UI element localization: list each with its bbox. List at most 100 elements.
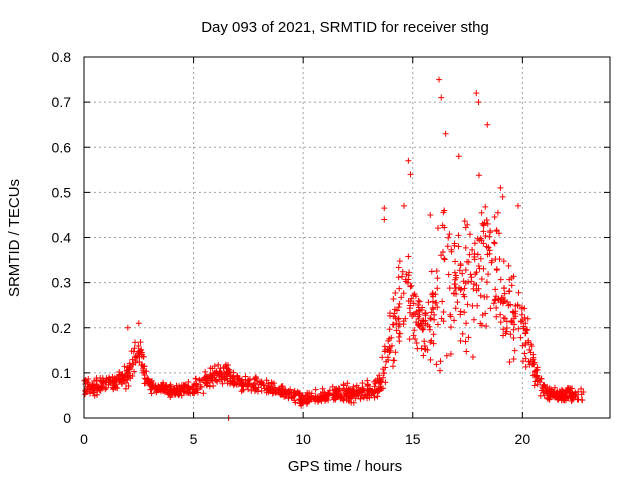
- data-point: [246, 380, 253, 387]
- data-point: [213, 368, 220, 375]
- data-point: [430, 306, 437, 313]
- data-point: [410, 300, 417, 307]
- data-point: [386, 312, 393, 319]
- data-point: [424, 346, 431, 353]
- data-point: [235, 381, 242, 388]
- data-point: [559, 387, 566, 394]
- data-point: [564, 395, 571, 402]
- data-point: [485, 271, 492, 278]
- data-point: [84, 381, 91, 388]
- data-point: [522, 341, 529, 348]
- data-point: [474, 302, 481, 309]
- data-point: [500, 326, 507, 333]
- data-point: [325, 390, 332, 397]
- data-point: [491, 297, 498, 304]
- data-point: [353, 382, 360, 389]
- data-point: [487, 305, 494, 312]
- data-point: [430, 293, 437, 300]
- data-point: [386, 344, 393, 351]
- data-point: [87, 390, 94, 397]
- data-point: [545, 388, 552, 394]
- data-point: [95, 385, 102, 392]
- data-point: [90, 389, 97, 396]
- data-point: [118, 379, 125, 386]
- data-point: [519, 358, 526, 365]
- data-point: [392, 349, 399, 356]
- data-point: [186, 385, 193, 392]
- data-point: [456, 267, 463, 274]
- data-point: [395, 264, 402, 271]
- data-point: [446, 231, 453, 238]
- data-point: [452, 258, 459, 265]
- data-point: [494, 209, 501, 216]
- data-point: [445, 234, 452, 241]
- data-point: [162, 383, 169, 390]
- data-point: [447, 313, 454, 320]
- data-point: [375, 388, 382, 395]
- data-point: [470, 316, 477, 323]
- data-point: [421, 346, 428, 353]
- data-point: [428, 309, 435, 316]
- data-point: [427, 211, 434, 218]
- data-point: [154, 386, 161, 393]
- data-point: [451, 242, 458, 249]
- data-point: [426, 326, 433, 333]
- data-point: [508, 275, 515, 282]
- data-point: [530, 351, 537, 358]
- data-point: [374, 393, 381, 400]
- data-point: [533, 367, 540, 374]
- data-point: [390, 363, 397, 370]
- data-point: [463, 320, 470, 327]
- data-point: [395, 333, 402, 340]
- data-point: [580, 388, 587, 395]
- data-point: [164, 389, 171, 396]
- data-point: [130, 348, 137, 355]
- data-point: [277, 391, 284, 398]
- data-point: [230, 369, 237, 376]
- data-point: [399, 268, 406, 275]
- data-point: [124, 367, 131, 374]
- data-point: [396, 258, 403, 265]
- data-point: [405, 253, 412, 260]
- data-point: [396, 300, 403, 307]
- data-point: [470, 285, 477, 292]
- data-point: [483, 323, 490, 330]
- data-point: [396, 321, 403, 328]
- data-point: [511, 310, 518, 317]
- data-point: [396, 285, 403, 292]
- x-tick-label: 5: [190, 431, 198, 447]
- data-point: [475, 172, 482, 179]
- axis-ticks: 0 5 10 15 20 0 0.1 0.2 0.3 0.4 0.5 0.6 0.7 0.8: [52, 49, 610, 447]
- data-point: [459, 270, 466, 277]
- y-tick-label: 0.7: [52, 94, 72, 110]
- data-point: [386, 326, 393, 333]
- data-point: [462, 266, 469, 273]
- data-point: [505, 288, 512, 295]
- data-point: [480, 265, 487, 272]
- data-point: [138, 353, 145, 360]
- data-point: [481, 220, 488, 227]
- data-point: [440, 318, 447, 325]
- data-point: [402, 315, 409, 322]
- data-point: [428, 268, 435, 275]
- data-point: [469, 246, 476, 253]
- data-point: [491, 240, 498, 247]
- data-point: [227, 375, 234, 382]
- data-point: [340, 382, 347, 389]
- data-points: [81, 76, 587, 421]
- data-point: [90, 377, 97, 384]
- y-tick-label: 0.4: [52, 230, 72, 246]
- data-point: [427, 356, 434, 363]
- data-point: [461, 309, 468, 316]
- data-point: [520, 325, 527, 332]
- data-point: [270, 387, 277, 394]
- data-point: [376, 372, 383, 379]
- data-point: [333, 392, 340, 399]
- data-point: [242, 376, 249, 383]
- data-point: [578, 385, 585, 392]
- data-point: [569, 388, 576, 395]
- data-point: [100, 377, 107, 384]
- data-point: [574, 396, 581, 403]
- data-point: [510, 334, 517, 341]
- data-point: [400, 202, 407, 209]
